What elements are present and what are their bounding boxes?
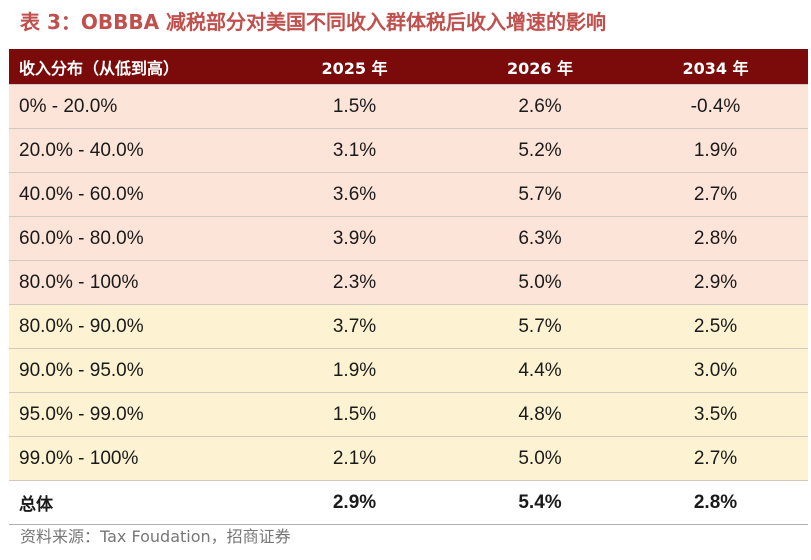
value-2026-cell: 2.6% — [457, 84, 623, 129]
income-band-cell: 20.0% - 40.0% — [9, 128, 252, 173]
value-2034-cell: 2.8% — [623, 216, 808, 261]
value-2026-cell: 5.0% — [457, 436, 623, 481]
total-2025-cell: 2.9% — [252, 480, 457, 525]
table-row: 99.0% - 100% 2.1% 5.0% 2.7% — [9, 436, 808, 481]
header-2034: 2034 年 — [623, 49, 808, 85]
value-2025-cell: 1.5% — [252, 392, 457, 437]
value-2025-cell: 3.7% — [252, 304, 457, 349]
table-row: 80.0% - 90.0% 3.7% 5.7% 2.5% — [9, 304, 808, 349]
value-2026-cell: 5.7% — [457, 304, 623, 349]
total-row: 总体 2.9% 5.4% 2.8% — [9, 480, 808, 525]
header-income-band: 收入分布（从低到高） — [9, 49, 252, 85]
value-2026-cell: 5.7% — [457, 172, 623, 217]
table-row: 20.0% - 40.0% 3.1% 5.2% 1.9% — [9, 128, 808, 173]
value-2025-cell: 2.1% — [252, 436, 457, 481]
value-2034-cell: 2.7% — [623, 436, 808, 481]
value-2025-cell: 1.5% — [252, 84, 457, 129]
value-2034-cell: 3.0% — [623, 348, 808, 393]
total-2034-cell: 2.8% — [623, 480, 808, 525]
header-2026: 2026 年 — [457, 49, 623, 85]
value-2026-cell: 5.2% — [457, 128, 623, 173]
value-2025-cell: 2.3% — [252, 260, 457, 305]
total-2026-cell: 5.4% — [457, 480, 623, 525]
value-2025-cell: 1.9% — [252, 348, 457, 393]
income-band-cell: 90.0% - 95.0% — [9, 348, 252, 393]
value-2034-cell: 1.9% — [623, 128, 808, 173]
income-band-cell: 40.0% - 60.0% — [9, 172, 252, 217]
value-2025-cell: 3.9% — [252, 216, 457, 261]
value-2034-cell: 2.7% — [623, 172, 808, 217]
income-band-cell: 0% - 20.0% — [9, 84, 252, 129]
source-note: 资料来源：Tax Foudation，招商证券 — [20, 527, 291, 546]
value-2034-cell: -0.4% — [623, 84, 808, 129]
value-2026-cell: 4.8% — [457, 392, 623, 437]
value-2034-cell: 3.5% — [623, 392, 808, 437]
total-label-cell: 总体 — [9, 480, 252, 525]
value-2026-cell: 4.4% — [457, 348, 623, 393]
table-row: 95.0% - 99.0% 1.5% 4.8% 3.5% — [9, 392, 808, 437]
header-2025: 2025 年 — [252, 49, 457, 85]
value-2026-cell: 5.0% — [457, 260, 623, 305]
table-row: 90.0% - 95.0% 1.9% 4.4% 3.0% — [9, 348, 808, 393]
table-row: 40.0% - 60.0% 3.6% 5.7% 2.7% — [9, 172, 808, 217]
income-band-cell: 80.0% - 90.0% — [9, 304, 252, 349]
income-band-cell: 60.0% - 80.0% — [9, 216, 252, 261]
value-2025-cell: 3.6% — [252, 172, 457, 217]
value-2034-cell: 2.5% — [623, 304, 808, 349]
income-band-cell: 95.0% - 99.0% — [9, 392, 252, 437]
table-title: 表 3：OBBBA 减税部分对美国不同收入群体税后收入增速的影响 — [20, 10, 607, 34]
income-growth-table: 收入分布（从低到高） 2025 年 2026 年 2034 年 0% - 20.… — [9, 49, 808, 525]
value-2025-cell: 3.1% — [252, 128, 457, 173]
table-row: 60.0% - 80.0% 3.9% 6.3% 2.8% — [9, 216, 808, 261]
header-row: 收入分布（从低到高） 2025 年 2026 年 2034 年 — [9, 49, 808, 85]
income-band-cell: 99.0% - 100% — [9, 436, 252, 481]
value-2026-cell: 6.3% — [457, 216, 623, 261]
table-row: 80.0% - 100% 2.3% 5.0% 2.9% — [9, 260, 808, 305]
income-band-cell: 80.0% - 100% — [9, 260, 252, 305]
table-row: 0% - 20.0% 1.5% 2.6% -0.4% — [9, 84, 808, 129]
value-2034-cell: 2.9% — [623, 260, 808, 305]
